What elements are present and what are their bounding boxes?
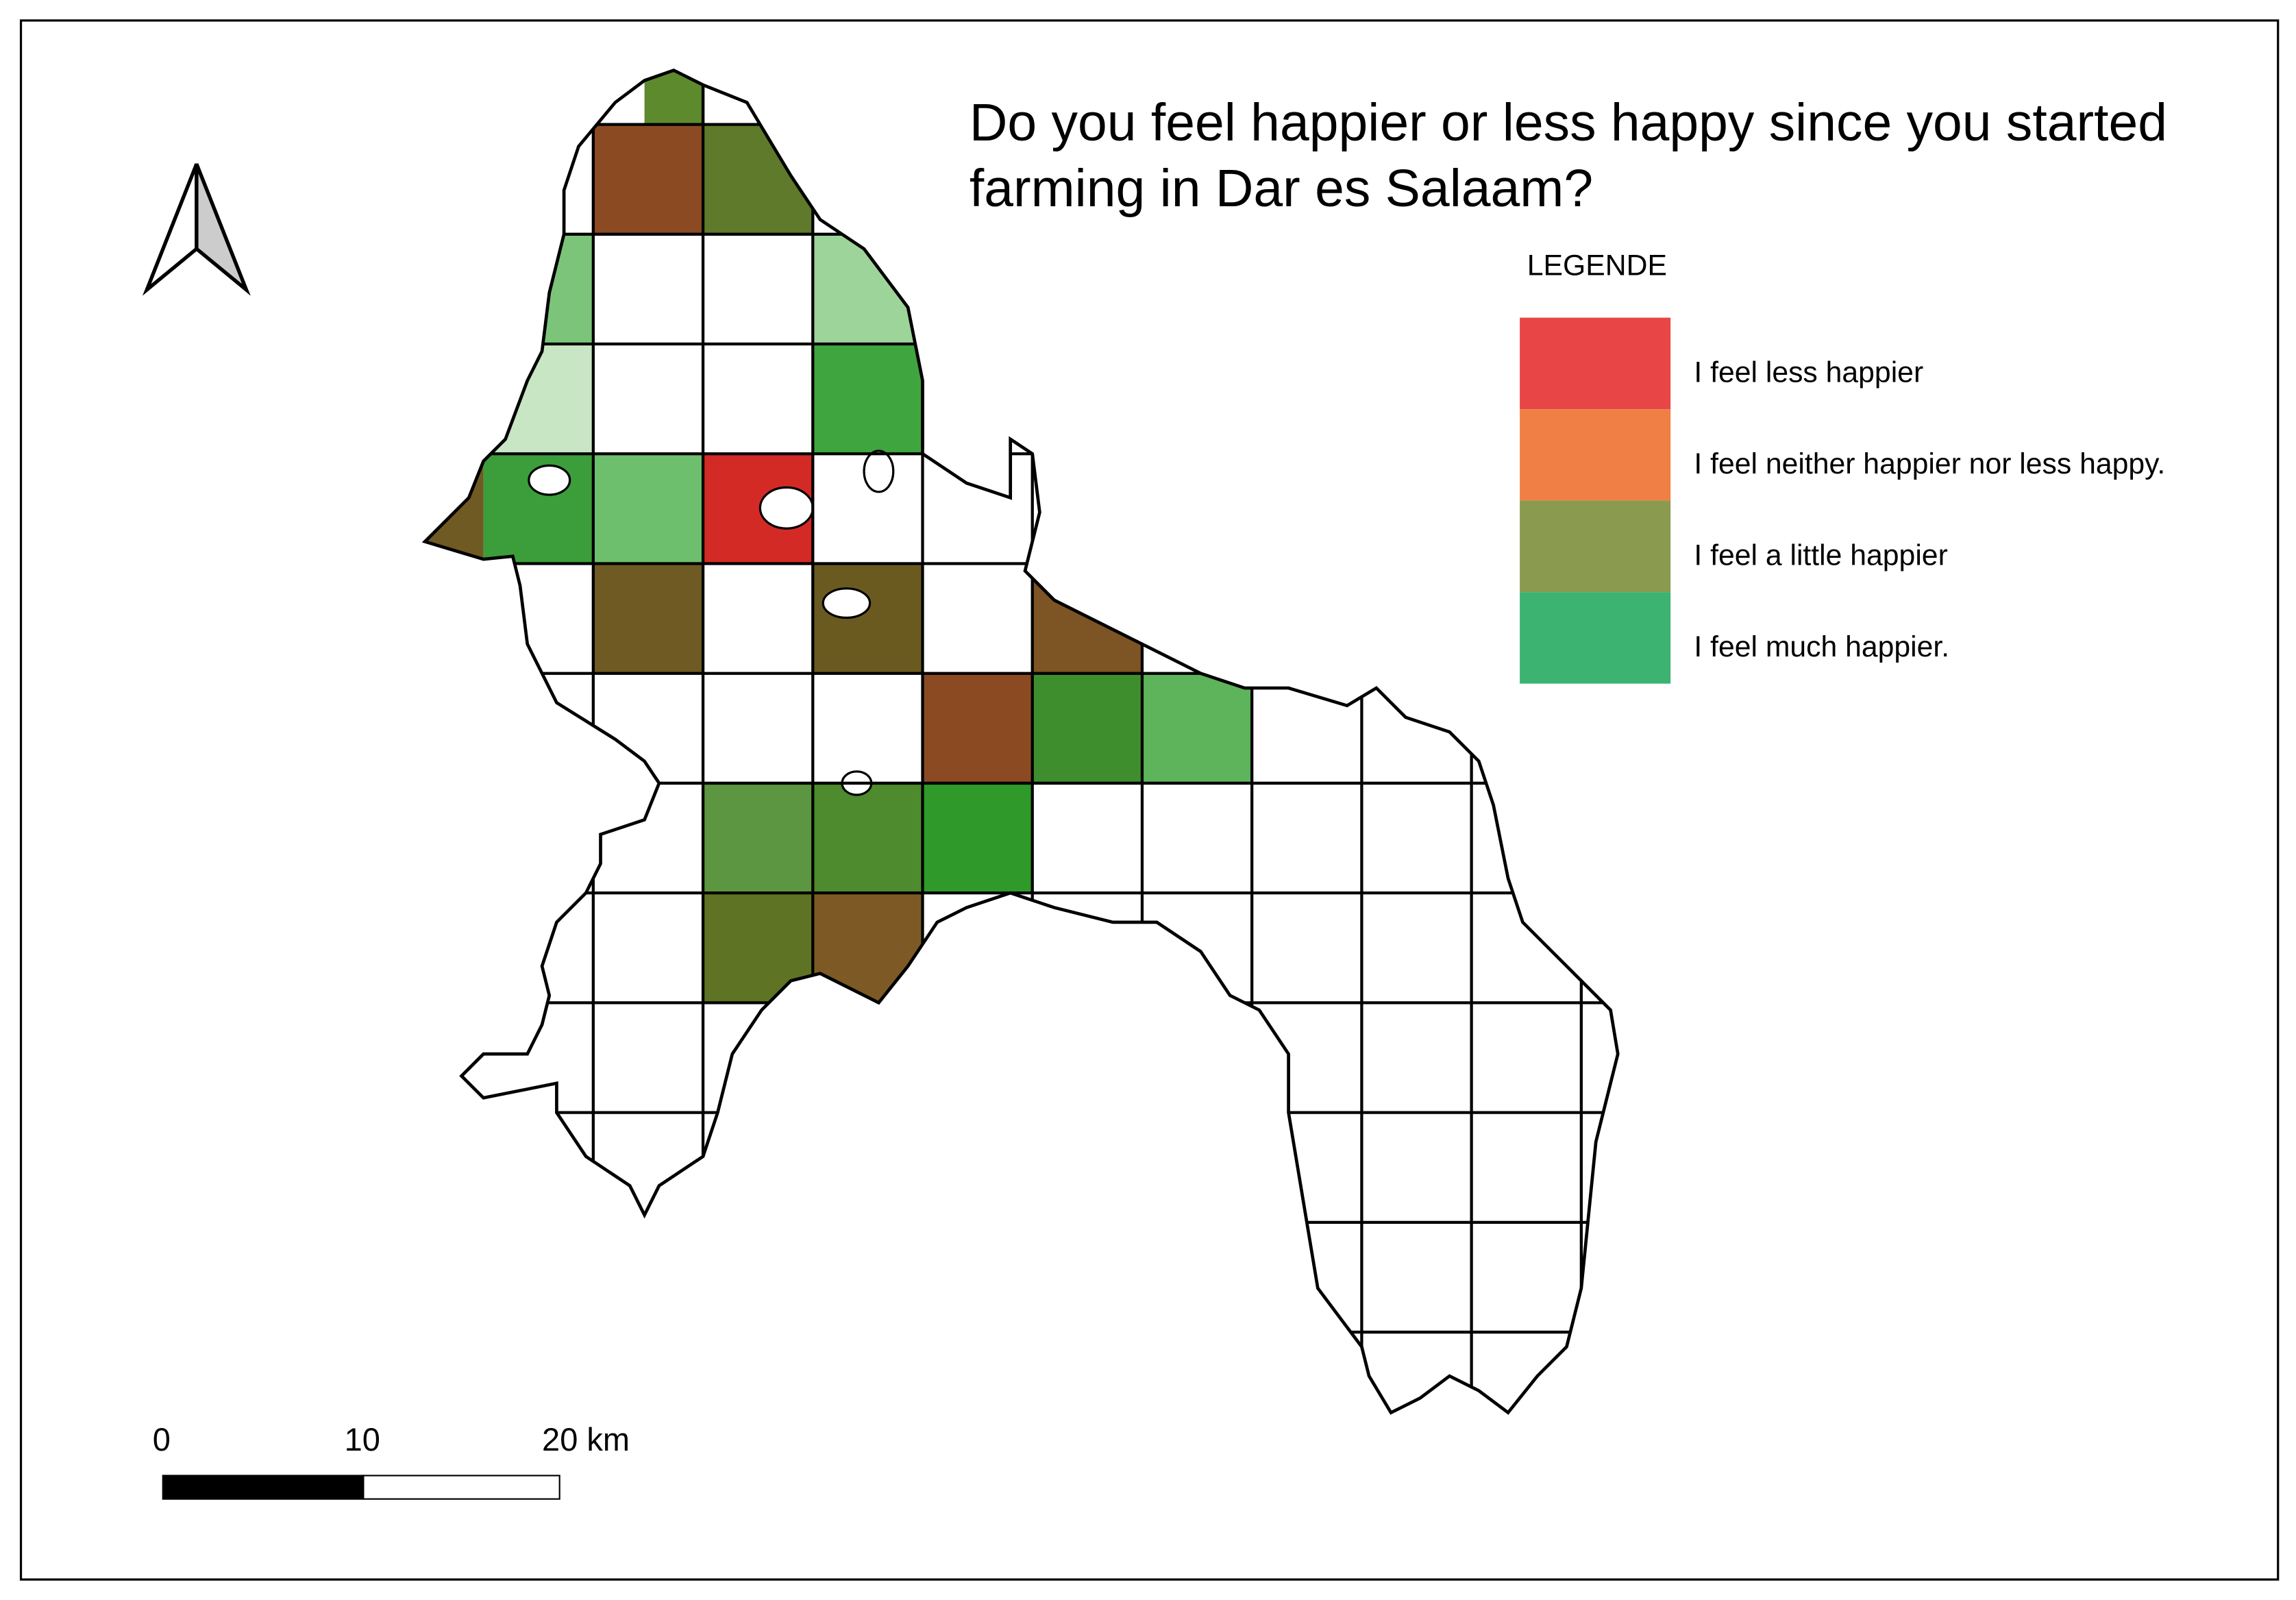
grid-cell bbox=[593, 124, 704, 234]
legend-label: I feel a little happier bbox=[1694, 539, 1947, 572]
legend-label: I feel neither happier nor less happy. bbox=[1694, 447, 2165, 480]
grid-cell bbox=[593, 454, 704, 564]
grid-cell bbox=[1141, 673, 1252, 783]
lake bbox=[758, 486, 814, 530]
legend-label: I feel much happier. bbox=[1694, 630, 1949, 663]
grid-cell bbox=[593, 563, 704, 674]
legend-label: I feel less happier bbox=[1694, 356, 1923, 389]
lake bbox=[528, 464, 571, 496]
legend: I feel less happier I feel neither happie… bbox=[1520, 317, 2165, 684]
scale-label: 10 bbox=[345, 1421, 380, 1457]
legend-swatch bbox=[1520, 592, 1671, 684]
legend-swatch bbox=[1520, 500, 1671, 593]
grid-cell bbox=[1032, 673, 1142, 783]
lake bbox=[822, 587, 872, 619]
scale-bar: 0 10 20 km bbox=[153, 1421, 630, 1500]
grid-cell bbox=[813, 344, 923, 454]
scale-label: 20 km bbox=[542, 1421, 630, 1457]
map-title: farming in Dar es Salaam? bbox=[970, 159, 1593, 218]
grid-cell bbox=[703, 783, 813, 894]
lake bbox=[863, 450, 895, 493]
scale-label: 0 bbox=[153, 1421, 171, 1457]
grid-cell bbox=[813, 783, 923, 894]
map-title: Do you feel happier or less happy since … bbox=[970, 93, 2167, 152]
frame bbox=[19, 19, 2280, 1581]
grid-cell bbox=[922, 783, 1033, 894]
grid-cell bbox=[813, 563, 923, 674]
north-arrow bbox=[142, 163, 251, 296]
region-outline bbox=[421, 68, 1620, 1415]
legend-swatch bbox=[1520, 409, 1671, 501]
legend-swatch bbox=[1520, 317, 1671, 410]
grid-cells bbox=[425, 70, 1252, 1003]
grid-cell bbox=[922, 673, 1033, 783]
legend-title: LEGENDE bbox=[1527, 249, 1667, 282]
